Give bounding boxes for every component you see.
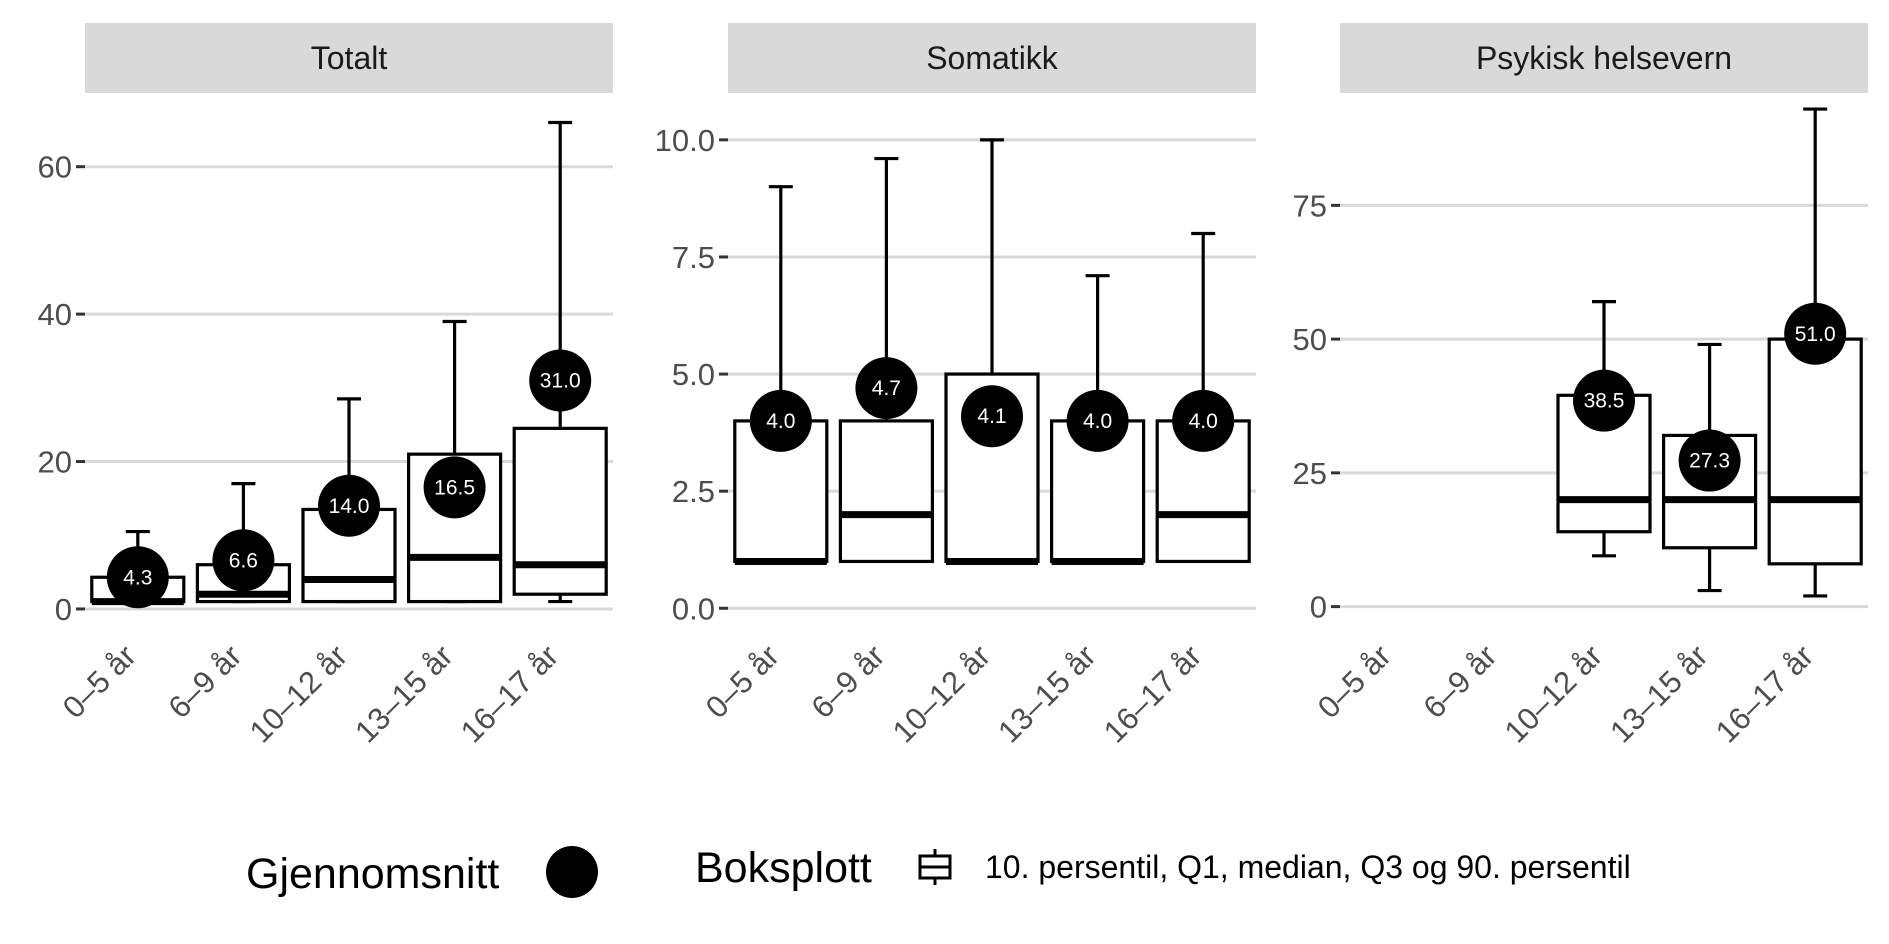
y-tick-label: 25 [1293,456,1327,491]
y-tick-label: 0 [55,592,72,627]
mean-label: 38.5 [1584,390,1625,413]
mean-label: 51.0 [1795,323,1836,346]
panel-psykisk-helsevern: Psykisk helsevern 0 25 50 75 0–5 år 6–9 år10–1… [1293,23,1868,749]
x-tick-label: 10–12 år [886,638,997,749]
y-tick-label: 2.5 [672,474,715,509]
mean-label: 14.0 [329,495,370,518]
x-tick-label: 6–9 år [1416,638,1503,725]
mean-label: 4.0 [1083,410,1112,433]
mean-label: 4.0 [766,410,795,433]
y-tick-label: 60 [38,150,72,185]
mean-point [423,456,486,519]
legend-mean-symbol [546,846,598,898]
panel-title: Somatikk [926,40,1059,76]
mean-label: 4.7 [872,377,901,400]
boxplot-4: 27.3 [1661,342,1758,593]
mean-point [529,349,592,412]
legend-mean-title: Gjennomsnitt [246,850,499,898]
panel-strip [85,23,613,93]
mean-label: 4.0 [1189,410,1218,433]
boxplot-1: 4.3 [90,529,186,609]
mean-label: 4.3 [123,566,152,589]
x-tick-label: 10–12 år [1498,638,1609,749]
box-q1-q3 [1767,337,1863,566]
boxplot-3: 4.1 [944,138,1040,565]
y-tick-label: 0 [1310,590,1327,625]
y-tick-label: 10.0 [655,123,715,158]
mean-point [106,546,169,609]
legend: Gjennomsnitt Boksplott 10. persentil, Q1, … [246,844,1631,898]
x-tick-label: 6–9 år [161,638,248,725]
boxplot-3: 14.0 [301,397,397,604]
panel-strip [728,23,1256,93]
x-tick-label: 0–5 år [699,638,786,725]
x-tick-label: 6–9 år [804,638,891,725]
boxplot-4: 16.5 [407,319,503,604]
panel-strip [1340,23,1868,93]
mean-label: 6.6 [229,549,258,572]
boxplot-2: 6.6 [195,482,291,604]
mean-point [1573,369,1635,432]
mean-point [1172,389,1235,452]
mean-point [855,357,918,420]
panel-title: Totalt [311,40,388,76]
mean-point [212,529,275,592]
boxplot-2: 4.7 [838,156,935,564]
x-tick-label: 16–17 år [454,638,565,749]
y-tick-label: 7.5 [672,240,715,275]
legend-box-title: Boksplott [695,844,872,892]
boxplot-3: 38.5 [1556,300,1652,558]
boxplot-1: 4.0 [733,185,829,565]
mean-label: 31.0 [540,369,581,392]
box-q1-q3 [838,419,935,564]
boxplot-4: 4.0 [1049,274,1146,565]
x-tick-label: 13–15 år [348,638,459,749]
mean-label: 27.3 [1689,450,1730,473]
y-tick-label: 50 [1293,322,1327,357]
mean-point [1678,429,1741,492]
y-tick-label: 40 [38,297,72,332]
x-tick-label: 16–17 år [1097,638,1208,749]
mean-point [1784,302,1847,365]
boxplot-5: 31.0 [512,120,608,604]
y-tick-label: 5.0 [672,357,715,392]
y-tick-label: 20 [38,445,72,480]
y-tick-label: 75 [1293,188,1327,223]
panel-title: Psykisk helsevern [1476,40,1732,76]
x-tick-label: 0–5 år [56,638,143,725]
boxplot-5: 51.0 [1767,107,1863,598]
panel-somatikk: Somatikk 0.0 2.5 5.0 7.5 10.0 0–5 år 6–9 år10–1… [655,23,1256,749]
x-tick-label: 0–5 år [1311,638,1398,725]
mean-point [1066,389,1129,452]
mean-point [961,385,1023,448]
x-tick-label: 16–17 år [1709,638,1820,749]
mean-point [318,474,380,537]
x-tick-label: 13–15 år [991,638,1102,749]
legend-box-description: 10. persentil, Q1, median, Q3 og 90. per… [985,849,1631,885]
boxplot-5: 4.0 [1155,231,1251,564]
box-q1-q3 [512,426,608,596]
legend-box-symbol [918,849,952,885]
mean-label: 4.1 [977,405,1006,428]
mean-point [749,389,812,452]
y-tick-label: 0.0 [672,591,715,626]
x-tick-label: 10–12 år [243,638,354,749]
mean-label: 16.5 [434,476,475,499]
x-tick-label: 13–15 år [1603,638,1714,749]
